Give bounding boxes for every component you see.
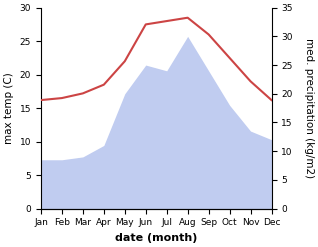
X-axis label: date (month): date (month) [115,233,197,243]
Y-axis label: max temp (C): max temp (C) [4,72,14,144]
Y-axis label: med. precipitation (kg/m2): med. precipitation (kg/m2) [304,38,314,178]
